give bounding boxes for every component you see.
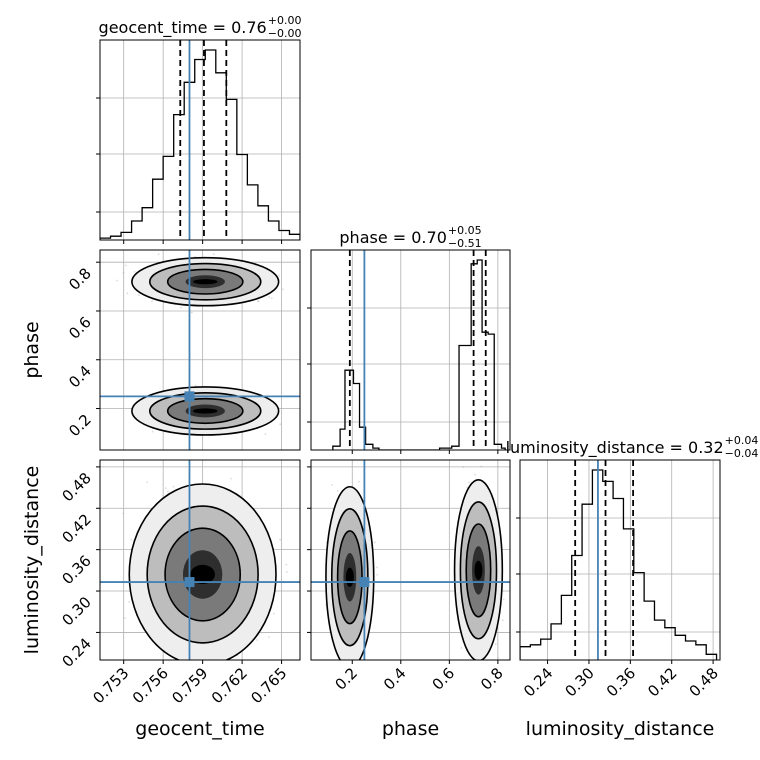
sample-point (151, 300, 153, 303)
joint-panel-phase-vs-geocent_time (99, 249, 307, 451)
panel-frame (310, 249, 511, 451)
panel-frame (99, 249, 301, 451)
marginal-panel-luminosity_distance (516, 459, 721, 661)
sample-point (270, 297, 273, 300)
sample-point (116, 279, 118, 282)
sample-point (190, 311, 193, 314)
joint-panel-luminosity_distance-vs-geocent_time (99, 459, 301, 661)
joint-density (122, 477, 288, 660)
panel-frame (519, 459, 721, 661)
marginal-panel-geocent_time (96, 39, 301, 241)
sample-point (268, 296, 271, 298)
sample-point (126, 292, 129, 295)
sample-point (305, 417, 307, 419)
sample-point (124, 264, 127, 267)
contour-line-3 (131, 256, 280, 307)
sample-point (157, 253, 160, 256)
sample-point (194, 384, 197, 387)
truth-marker (184, 391, 195, 402)
sample-point (285, 563, 288, 566)
sample-point (212, 253, 215, 256)
marginal-panel-phase (307, 249, 511, 451)
density-peak (192, 279, 218, 285)
histogram-luminosity_distance (520, 469, 718, 660)
panel-frame (99, 39, 301, 241)
sample-point (230, 477, 232, 480)
sample-point (180, 306, 183, 309)
corner-panels (96, 39, 721, 661)
sample-point (264, 433, 267, 436)
contour-line-1 (166, 397, 244, 425)
contour-line-2 (148, 392, 262, 430)
sample-point (285, 571, 288, 573)
joint-density (116, 253, 307, 436)
sample-point (257, 300, 259, 303)
histogram-phase (332, 259, 506, 450)
sample-point (166, 490, 169, 493)
sample-point (133, 271, 136, 273)
sample-point (151, 430, 154, 433)
contour-line-2 (148, 262, 262, 301)
density-peak (192, 408, 218, 414)
sample-point (282, 288, 284, 291)
sample-point (194, 255, 196, 258)
sample-point (278, 274, 281, 277)
sample-point (257, 300, 260, 303)
contour-line-1 (166, 268, 244, 295)
sample-point (122, 271, 125, 274)
contour-line-3 (131, 386, 280, 436)
sample-point (137, 294, 140, 296)
sample-point (172, 485, 175, 488)
sample-point (279, 423, 282, 426)
histogram-geocent_time (100, 49, 300, 240)
